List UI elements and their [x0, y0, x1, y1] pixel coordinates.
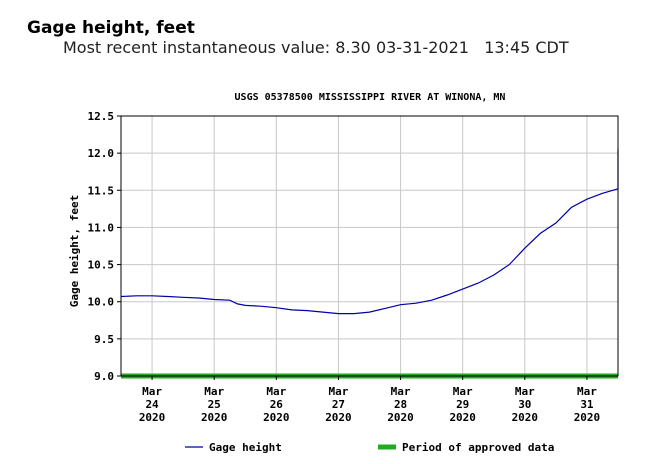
- x-tick-label: 2020: [449, 411, 476, 424]
- gage-height-line: [120, 149, 619, 315]
- x-tick-label: 28: [394, 398, 407, 411]
- y-tick-label: 9.0: [94, 370, 114, 383]
- y-tick-label: 12.0: [88, 147, 115, 160]
- x-tick-label: Mar: [266, 385, 286, 398]
- chart-title: USGS 05378500 MISSISSIPPI RIVER AT WINON…: [235, 92, 506, 103]
- x-tick-label: Mar: [515, 385, 535, 398]
- y-tick-label: 11.0: [88, 221, 115, 234]
- x-tick-label: 2020: [139, 411, 166, 424]
- plot-frame: [120, 115, 619, 377]
- x-tick-label: 2020: [325, 411, 352, 424]
- y-tick-label: 10.0: [88, 296, 115, 309]
- x-tick-label: 25: [208, 398, 221, 411]
- legend-label: Period of approved data: [402, 441, 554, 454]
- grid-lines: [121, 115, 618, 377]
- y-axis-ticks: 9.0 9.5 10.0 10.5 11.0 11.5 12.0 12.5: [88, 110, 121, 383]
- y-axis-label: Gage height, feet: [68, 195, 81, 308]
- x-tick-label: 2020: [201, 411, 228, 424]
- x-tick-label: Mar: [453, 385, 473, 398]
- x-tick-label: 24: [145, 398, 159, 411]
- legend-label: Gage height: [209, 441, 282, 454]
- y-tick-label: 12.5: [88, 110, 115, 123]
- y-tick-label: 9.5: [94, 333, 114, 346]
- x-tick-label: Mar: [142, 385, 162, 398]
- x-tick-label: Mar: [577, 385, 597, 398]
- x-tick-label: 2020: [574, 411, 601, 424]
- series-layer: [120, 149, 619, 379]
- x-tick-label: Mar: [391, 385, 411, 398]
- x-tick-label: 2020: [512, 411, 539, 424]
- page-title: Gage height, feet: [27, 18, 195, 38]
- legend: Gage height Period of approved data: [185, 441, 554, 454]
- y-tick-label: 10.5: [88, 259, 115, 272]
- x-tick-label: Mar: [204, 385, 224, 398]
- y-tick-label: 11.5: [88, 184, 115, 197]
- x-tick-label: Mar: [329, 385, 349, 398]
- x-tick-label: 2020: [387, 411, 414, 424]
- x-tick-label: 31: [580, 398, 594, 411]
- x-tick-label: 30: [518, 398, 531, 411]
- x-tick-label: 27: [332, 398, 345, 411]
- x-tick-label: 2020: [263, 411, 290, 424]
- recent-value-text: Most recent instantaneous value: 8.30 03…: [63, 38, 569, 57]
- x-tick-label: 29: [456, 398, 469, 411]
- x-tick-label: 26: [270, 398, 284, 411]
- x-axis-ticks: Mar242020Mar252020Mar262020Mar272020Mar2…: [139, 376, 600, 424]
